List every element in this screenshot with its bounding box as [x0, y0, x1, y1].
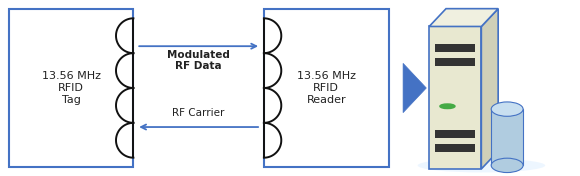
Circle shape [440, 104, 455, 109]
FancyBboxPatch shape [436, 130, 474, 138]
Text: 13.56 MHz
RFID
Tag: 13.56 MHz RFID Tag [42, 71, 100, 105]
FancyBboxPatch shape [264, 9, 389, 167]
Polygon shape [481, 9, 498, 169]
Polygon shape [403, 63, 426, 113]
FancyBboxPatch shape [436, 144, 474, 152]
Ellipse shape [491, 102, 523, 116]
Polygon shape [429, 9, 498, 26]
Text: RF Carrier: RF Carrier [172, 108, 225, 118]
Ellipse shape [418, 158, 545, 172]
FancyBboxPatch shape [491, 109, 523, 165]
FancyBboxPatch shape [429, 26, 481, 169]
FancyBboxPatch shape [436, 58, 474, 66]
Text: 13.56 MHz
RFID
Reader: 13.56 MHz RFID Reader [297, 71, 356, 105]
FancyBboxPatch shape [436, 44, 474, 52]
Ellipse shape [491, 158, 523, 172]
FancyBboxPatch shape [9, 9, 133, 167]
Text: Modulated
RF Data: Modulated RF Data [167, 50, 230, 71]
